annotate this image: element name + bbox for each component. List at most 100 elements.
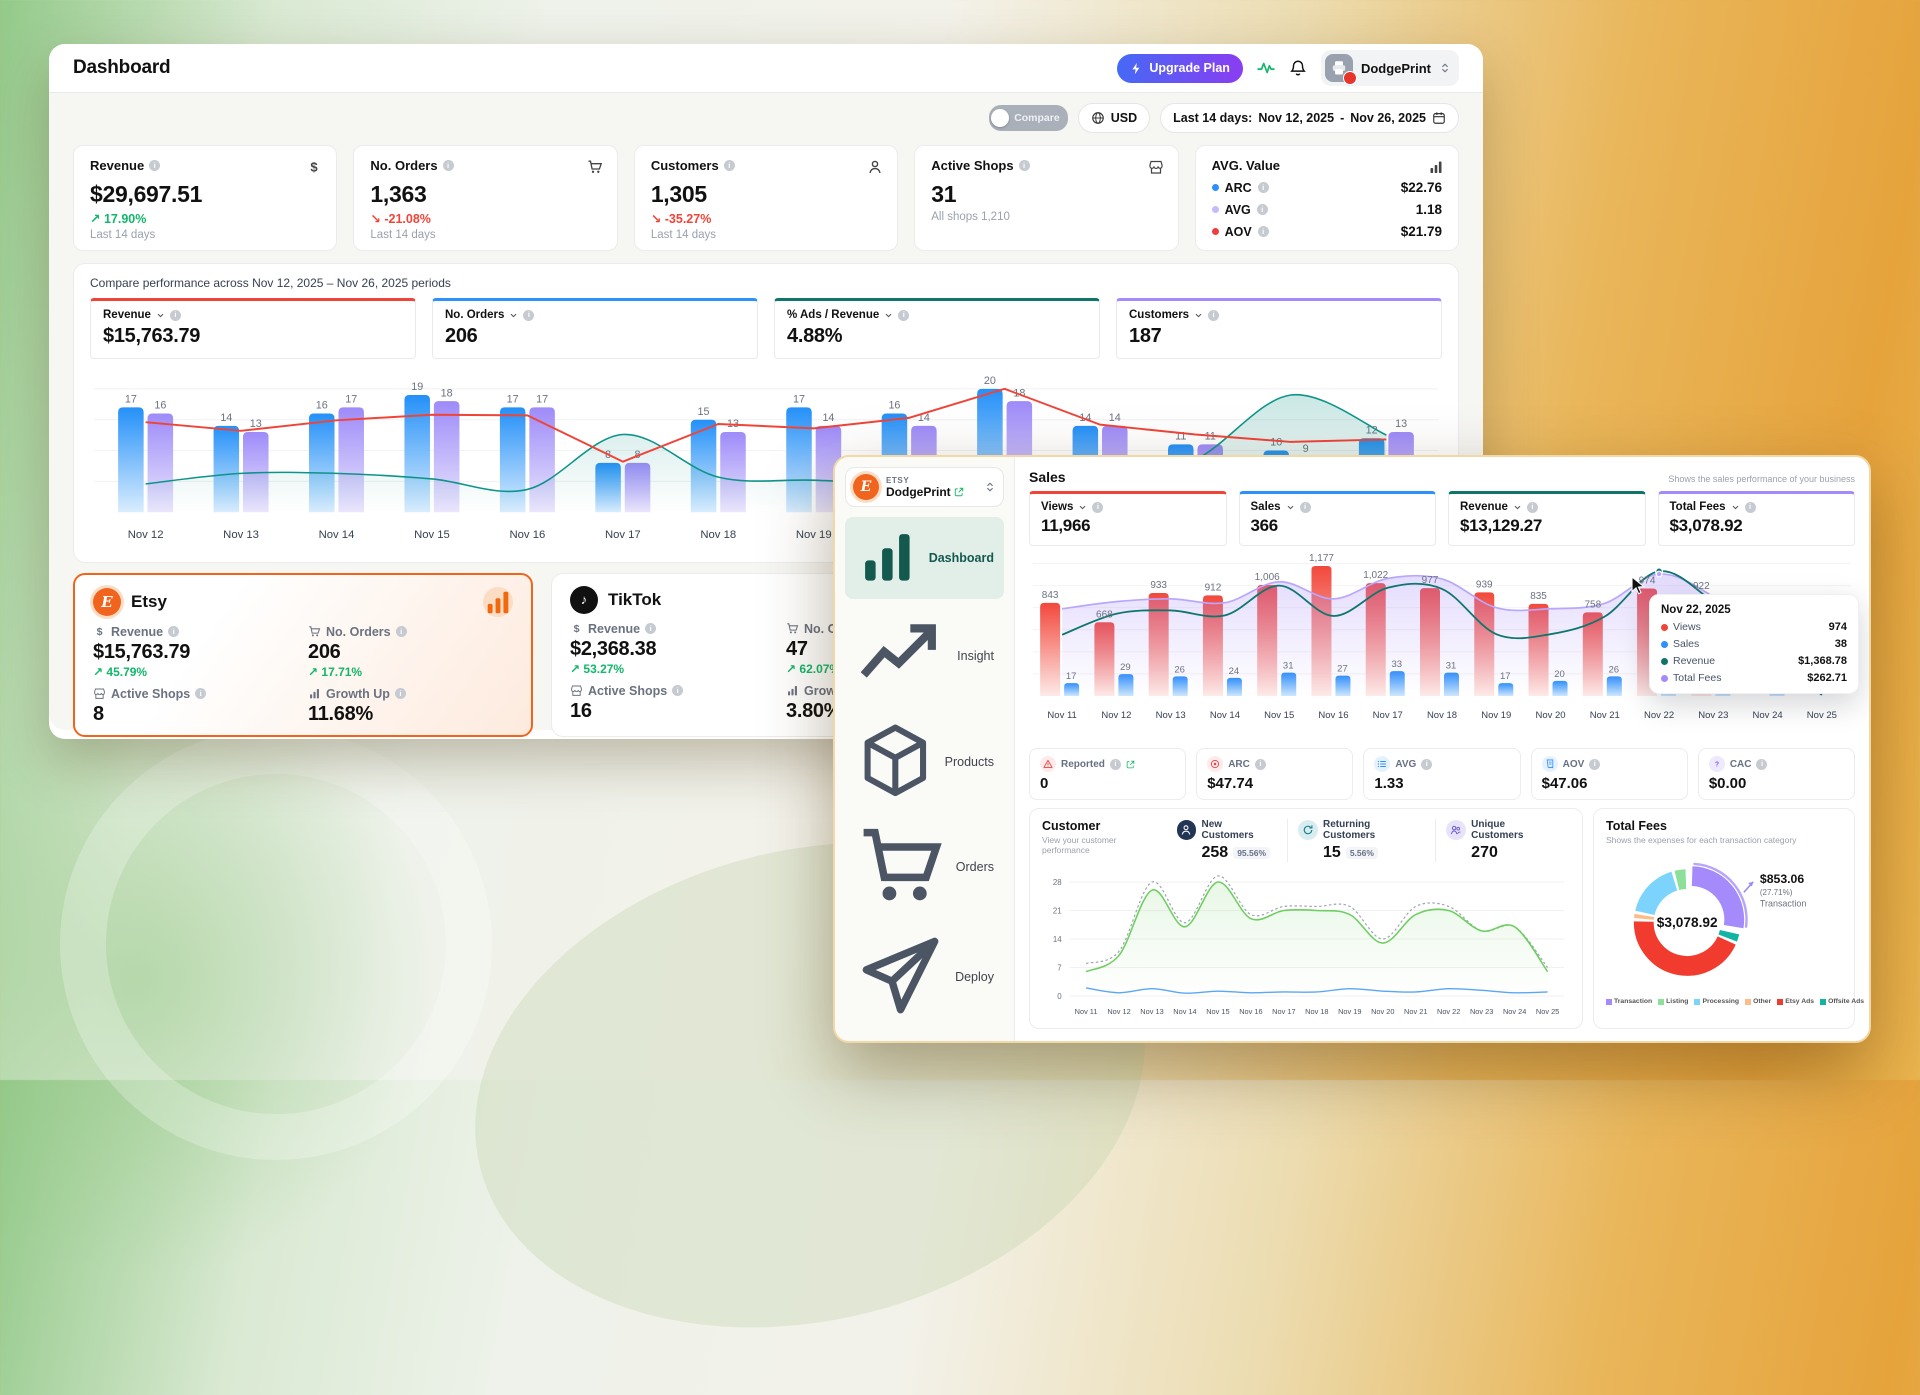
info-icon[interactable]: i	[723, 160, 735, 171]
customer-stat-value-row: 15 5.56%	[1298, 844, 1425, 862]
info-icon[interactable]: i	[1208, 309, 1220, 321]
tooltip-series-value: $1,368.78	[1798, 655, 1847, 667]
selector-label-text: % Ads / Revenue	[787, 309, 880, 321]
info-icon[interactable]: i	[1254, 758, 1266, 770]
sidebar-item-insight[interactable]: Insight	[845, 601, 1004, 711]
info-icon[interactable]: i	[1421, 758, 1433, 770]
metric-selector-sales[interactable]: Sales i 366	[1238, 491, 1436, 546]
svg-text:14: 14	[1109, 412, 1121, 424]
avg-value: 1.18	[1415, 202, 1443, 217]
info-icon[interactable]: i	[523, 309, 535, 321]
workspace-switcher[interactable]: E ETSY DodgePrint	[845, 467, 1004, 507]
info-icon[interactable]: i	[1257, 226, 1269, 237]
info-icon[interactable]: i	[168, 626, 180, 638]
compare-toggle[interactable]: Compare	[989, 105, 1068, 131]
info-icon[interactable]: i	[149, 160, 161, 171]
info-icon[interactable]: i	[1092, 501, 1104, 513]
svg-text:922: 922	[1693, 581, 1710, 592]
avg-name: ARC	[1224, 180, 1252, 195]
svg-text:27: 27	[1337, 664, 1348, 675]
metric-selector-customers[interactable]: Customers i 187	[1116, 298, 1442, 359]
legend-dot	[1661, 657, 1668, 665]
platform-card-etsy[interactable]: E Etsy $ Revenue i $15,763.79 ↗ 45.79% No. Orde…	[73, 572, 533, 737]
info-icon[interactable]: i	[169, 309, 181, 321]
info-icon[interactable]: i	[1109, 758, 1121, 770]
svg-text:0: 0	[1057, 992, 1062, 1001]
info-icon[interactable]: i	[1257, 182, 1269, 193]
svg-text:Nov 17: Nov 17	[1272, 1007, 1295, 1016]
svg-text:668: 668	[1096, 609, 1113, 620]
metric-label-text: No. Orders	[326, 624, 391, 639]
sidebar-item-orders[interactable]: Orders	[845, 813, 1004, 922]
kpi-caption: Last 14 days	[650, 229, 717, 241]
info-icon[interactable]: i	[898, 309, 910, 321]
selector-label-text: Customers	[1129, 309, 1190, 321]
sidebar-item-products[interactable]: Products	[845, 713, 1004, 811]
sidebar-item-settings[interactable]: Settings	[845, 1033, 1004, 1041]
info-icon[interactable]: i	[1018, 160, 1030, 171]
kpi-value: 1,363	[370, 181, 427, 207]
info-icon[interactable]: i	[442, 160, 454, 171]
stat-card-aov: AOV i $47.06	[1530, 748, 1688, 800]
account-switcher[interactable]: DodgePrint	[1320, 50, 1459, 86]
info-icon[interactable]: i	[1256, 204, 1268, 215]
info-icon[interactable]: i	[645, 623, 657, 635]
chevron-down-icon	[1286, 503, 1295, 512]
info-icon[interactable]: i	[1744, 501, 1756, 513]
external-link-icon[interactable]	[1126, 760, 1135, 769]
svg-text:Nov 13: Nov 13	[1156, 710, 1186, 721]
metric-selector-revenue[interactable]: Revenue i $13,129.27	[1448, 491, 1646, 546]
info-icon[interactable]: i	[395, 626, 407, 638]
info-icon[interactable]: i	[394, 688, 406, 700]
metric-selector-revenue[interactable]: Revenue i $15,763.79	[90, 298, 416, 359]
shop-icon	[570, 684, 583, 697]
svg-text:Nov 17: Nov 17	[605, 529, 641, 541]
upgrade-plan-button[interactable]: Upgrade Plan	[1117, 53, 1243, 83]
info-icon[interactable]: i	[1589, 758, 1601, 770]
bell-icon[interactable]	[1289, 59, 1307, 77]
metric-selector-no-orders[interactable]: No. Orders i 206	[432, 298, 758, 359]
metric-label: Active Shops i	[570, 684, 776, 698]
chevron-down-icon	[1731, 503, 1740, 512]
selector-value: 4.88%	[787, 325, 843, 347]
sidebar-item-label: Orders	[955, 859, 994, 874]
info-icon[interactable]: i	[195, 688, 207, 700]
info-icon[interactable]: i	[1526, 501, 1538, 513]
metric-label: $ Revenue i	[93, 625, 298, 639]
metric-selector--ads-revenue[interactable]: % Ads / Revenue i 4.88%	[774, 298, 1100, 359]
svg-text:Nov 12: Nov 12	[1101, 710, 1131, 721]
metric-selector-views[interactable]: Views i 11,966	[1029, 491, 1227, 546]
metric-selector-total-fees[interactable]: Total Fees i $3,078.92	[1657, 491, 1855, 546]
info-icon[interactable]: i	[1756, 758, 1768, 770]
activity-icon[interactable]	[1257, 59, 1275, 77]
customer-stat-header: Returning Customers	[1298, 819, 1425, 841]
svg-text:18: 18	[441, 387, 453, 399]
tooltip-row: Sales 38	[1661, 638, 1847, 650]
currency-select[interactable]: USD	[1077, 103, 1151, 133]
info-icon[interactable]: i	[672, 685, 684, 697]
external-link-icon[interactable]	[954, 487, 964, 497]
kpi-label: No. Orders i	[370, 158, 600, 173]
svg-text:13: 13	[250, 418, 262, 430]
svg-text:Nov 12: Nov 12	[1107, 1007, 1130, 1016]
metric-delta: ↗ 62.07%	[786, 661, 841, 676]
bars-icon	[308, 687, 321, 700]
svg-text:14: 14	[822, 412, 834, 424]
svg-text:Nov 23: Nov 23	[1698, 710, 1728, 721]
compare-caption: Compare performance across Nov 12, 2025 …	[90, 276, 451, 290]
date-range-picker[interactable]: Last 14 days: Nov 12, 2025 - Nov 26, 202…	[1160, 103, 1459, 133]
chart-shortcut-icon[interactable]	[483, 586, 513, 617]
tooltip-series-value: $262.71	[1807, 672, 1847, 684]
stat-value: $47.06	[1541, 775, 1588, 792]
svg-text:Nov 17: Nov 17	[1373, 710, 1403, 721]
kpi-value: 31	[931, 181, 957, 207]
sidebar-item-deploy[interactable]: Deploy	[845, 923, 1004, 1031]
avg-value: $21.79	[1400, 224, 1443, 239]
legend-swatch	[1745, 998, 1752, 1005]
svg-text:15: 15	[698, 406, 710, 418]
mouse-cursor	[1631, 576, 1645, 595]
sidebar-item-dashboard[interactable]: Dashboard	[845, 517, 1004, 599]
page-title: Dashboard	[73, 57, 171, 78]
svg-text:Nov 20: Nov 20	[1535, 710, 1565, 721]
info-icon[interactable]: i	[1299, 501, 1311, 513]
